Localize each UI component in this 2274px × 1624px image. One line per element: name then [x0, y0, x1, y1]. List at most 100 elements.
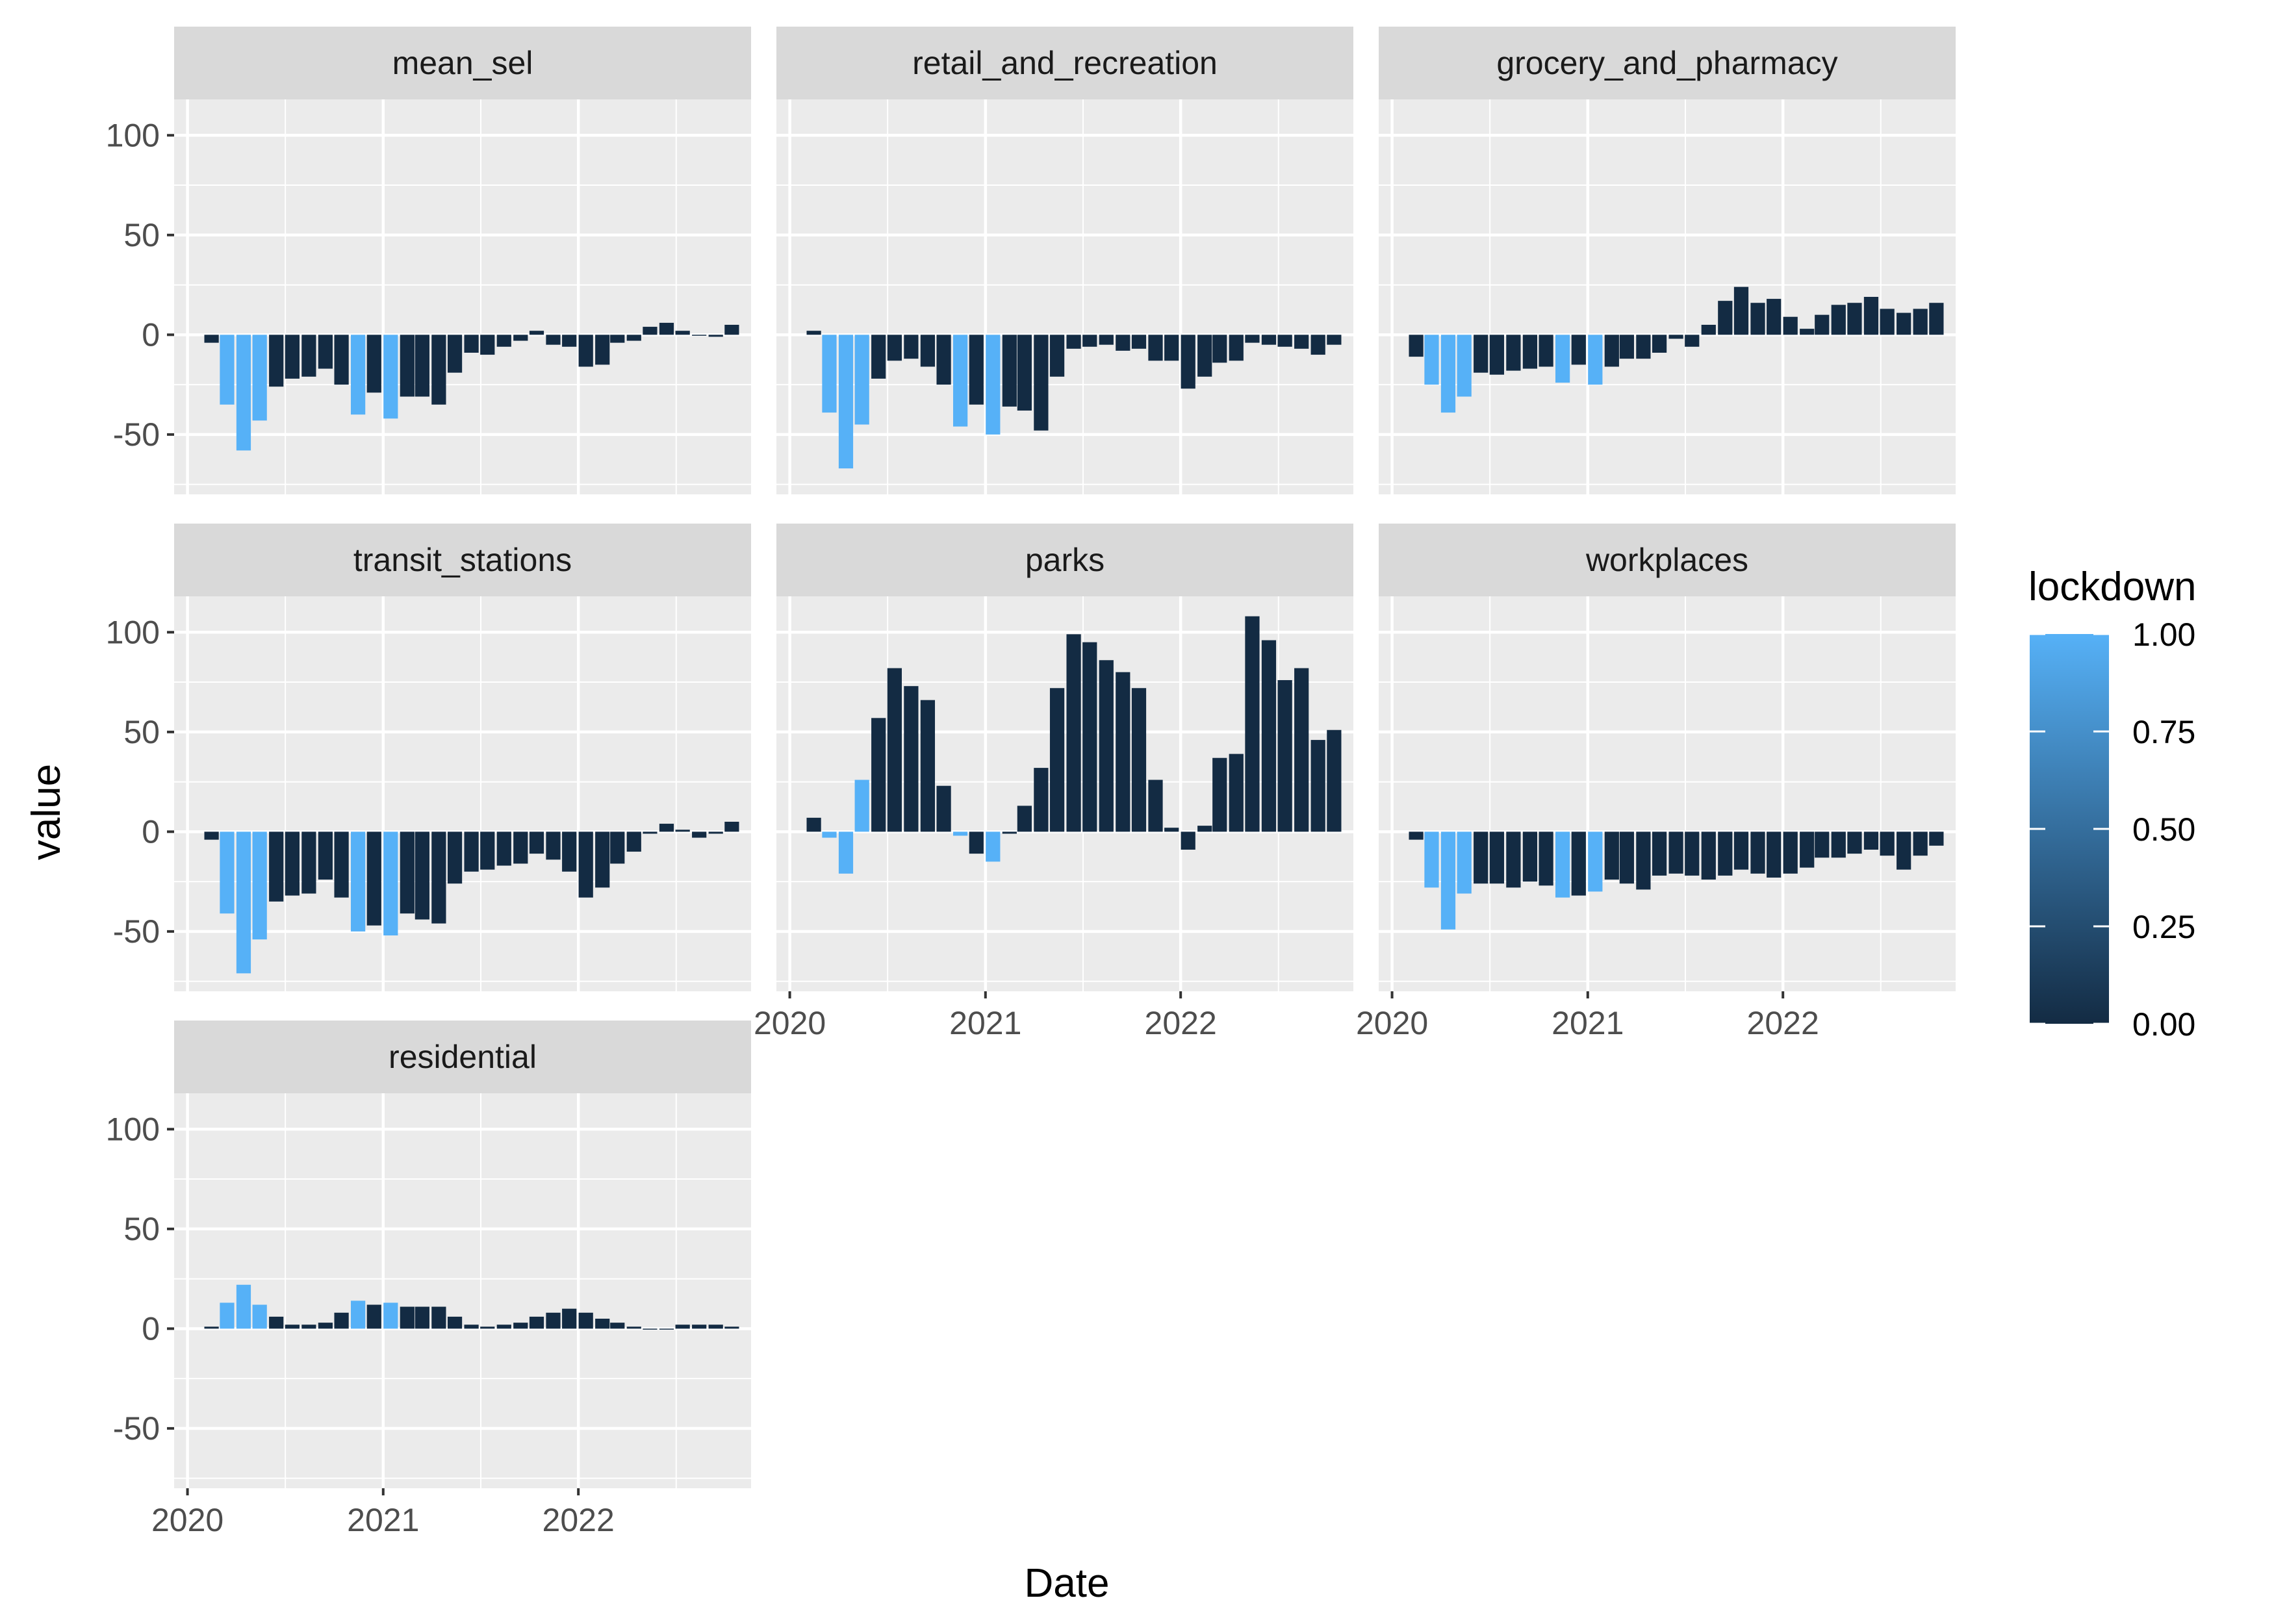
bar-transit_stations-2021-09	[513, 831, 528, 864]
bar-mean_sel-2021-12	[562, 335, 577, 347]
bar-residential-2021-04	[431, 1306, 446, 1329]
bar-parks-2020-02	[806, 817, 821, 832]
bar-mean_sel-2020-02	[204, 335, 219, 343]
bar-grocery_and_pharmacy-2022-03	[1815, 314, 1830, 335]
bar-mean_sel-2020-11	[350, 335, 366, 415]
bar-residential-2020-09	[318, 1323, 333, 1329]
facet-residential: residential 100 50 0 -50 2020 2021 2022	[106, 1021, 751, 1538]
x-axis-title: Date	[1025, 1561, 1110, 1606]
bar-retail_and_recreation-2021-04	[1034, 335, 1049, 431]
bar-mean_sel-2022-02	[595, 335, 610, 365]
bar-mean_sel-2021-07	[480, 335, 495, 355]
bar-transit_stations-2020-10	[334, 831, 349, 898]
bar-parks-2020-06	[871, 718, 886, 832]
bar-parks-2022-01	[1181, 831, 1195, 850]
bar-retail_and_recreation-2022-07	[1277, 335, 1292, 347]
bar-workplaces-2022-05	[1847, 831, 1862, 854]
bar-workplaces-2021-08	[1701, 831, 1716, 880]
bar-residential-2021-01	[383, 1302, 398, 1329]
bar-transit_stations-2022-01	[578, 831, 593, 898]
bar-transit_stations-2020-03	[220, 831, 235, 914]
legend-label: 0.75	[2132, 714, 2195, 750]
bar-grocery_and_pharmacy-2021-03	[1619, 335, 1634, 359]
bar-retail_and_recreation-2020-12	[969, 335, 984, 405]
bar-retail_and_recreation-2021-09	[1116, 335, 1131, 351]
bar-residential-2021-10	[529, 1316, 544, 1329]
bar-workplaces-2020-09	[1522, 831, 1538, 882]
bar-residential-2021-06	[464, 1325, 479, 1329]
bar-workplaces-2020-10	[1539, 831, 1553, 886]
bar-grocery_and_pharmacy-2020-09	[1522, 335, 1538, 369]
bar-residential-2020-08	[301, 1325, 316, 1329]
bar-workplaces-2021-03	[1619, 831, 1634, 884]
bar-residential-2022-10	[724, 1326, 739, 1329]
bar-residential-2020-10	[334, 1312, 349, 1329]
bar-workplaces-2022-09	[1913, 831, 1928, 856]
bar-workplaces-2020-12	[1571, 831, 1586, 896]
bar-parks-2021-08	[1099, 660, 1114, 832]
bar-workplaces-2022-10	[1929, 831, 1944, 846]
x-tick-label: 2021	[1552, 1005, 1624, 1041]
y-axis-title: value	[24, 764, 69, 860]
bar-transit_stations-2022-10	[724, 821, 739, 832]
bar-workplaces-2020-07	[1489, 831, 1504, 884]
bar-grocery_and_pharmacy-2020-03	[1424, 335, 1439, 385]
facet-workplaces: workplaces 2020 2021 2022	[1356, 524, 1956, 1041]
bar-transit_stations-2020-02	[204, 831, 219, 840]
bar-mean_sel-2022-04	[626, 335, 641, 341]
y-tick-label: 100	[106, 1111, 160, 1147]
facet-strip-label: mean_sel	[392, 45, 533, 81]
bar-transit_stations-2022-06	[659, 824, 674, 832]
bar-parks-2021-01	[986, 831, 1001, 862]
facet-strip-label: grocery_and_pharmacy	[1496, 45, 1837, 81]
bar-residential-2022-06	[659, 1328, 674, 1330]
bar-parks-2022-10	[1327, 730, 1342, 832]
facet-strip-label: retail_and_recreation	[912, 45, 1218, 81]
bar-retail_and_recreation-2022-04	[1229, 335, 1244, 361]
facet-strip	[1379, 524, 1956, 596]
bar-mean_sel-2020-03	[220, 335, 235, 405]
panel-background	[174, 596, 751, 991]
bar-grocery_and_pharmacy-2021-08	[1701, 324, 1716, 335]
bar-residential-2021-11	[546, 1312, 561, 1329]
bar-workplaces-2020-02	[1409, 831, 1424, 840]
x-tick-label: 2020	[151, 1502, 224, 1538]
y-tick-label: -50	[113, 913, 160, 950]
bar-grocery_and_pharmacy-2021-04	[1636, 335, 1651, 359]
bar-retail_and_recreation-2021-11	[1148, 335, 1163, 361]
bar-residential-2022-07	[675, 1325, 690, 1329]
legend-label: 0.00	[2132, 1006, 2195, 1043]
bar-workplaces-2021-05	[1652, 831, 1667, 876]
facet-strip	[174, 27, 751, 99]
bar-grocery_and_pharmacy-2022-01	[1783, 316, 1798, 335]
bar-transit_stations-2021-02	[400, 831, 415, 914]
bar-retail_and_recreation-2020-05	[854, 335, 869, 425]
bar-mean_sel-2020-06	[269, 335, 284, 387]
bar-mean_sel-2021-10	[529, 331, 544, 335]
bar-transit_stations-2020-05	[252, 831, 267, 940]
bar-residential-2022-05	[643, 1328, 658, 1330]
bar-grocery_and_pharmacy-2022-09	[1913, 309, 1928, 335]
y-tick-label: 100	[106, 614, 160, 650]
bar-mean_sel-2022-07	[675, 331, 690, 335]
bar-parks-2022-03	[1212, 757, 1227, 832]
bar-residential-2020-11	[350, 1300, 366, 1329]
x-tick-label: 2021	[949, 1005, 1021, 1041]
bar-residential-2020-03	[220, 1302, 235, 1329]
bar-transit_stations-2021-04	[431, 831, 446, 924]
bar-parks-2020-03	[822, 831, 837, 838]
fill-legend: lockdown 1.00 0.75 0.50 0.25 0.00	[2028, 565, 2196, 1043]
bar-transit_stations-2021-06	[464, 831, 479, 872]
bar-grocery_and_pharmacy-2021-05	[1652, 335, 1667, 353]
bar-parks-2022-05	[1245, 616, 1260, 832]
bar-workplaces-2021-07	[1685, 831, 1700, 876]
bar-grocery_and_pharmacy-2020-04	[1440, 335, 1456, 413]
bar-mean_sel-2020-07	[285, 335, 300, 379]
bar-residential-2020-06	[269, 1316, 284, 1329]
bar-mean_sel-2022-08	[692, 335, 707, 336]
bar-transit_stations-2020-06	[269, 831, 284, 902]
bar-parks-2022-08	[1294, 668, 1309, 832]
bar-parks-2022-07	[1277, 679, 1292, 832]
facet-strip	[174, 524, 751, 596]
y-tick-label: 50	[123, 217, 160, 253]
